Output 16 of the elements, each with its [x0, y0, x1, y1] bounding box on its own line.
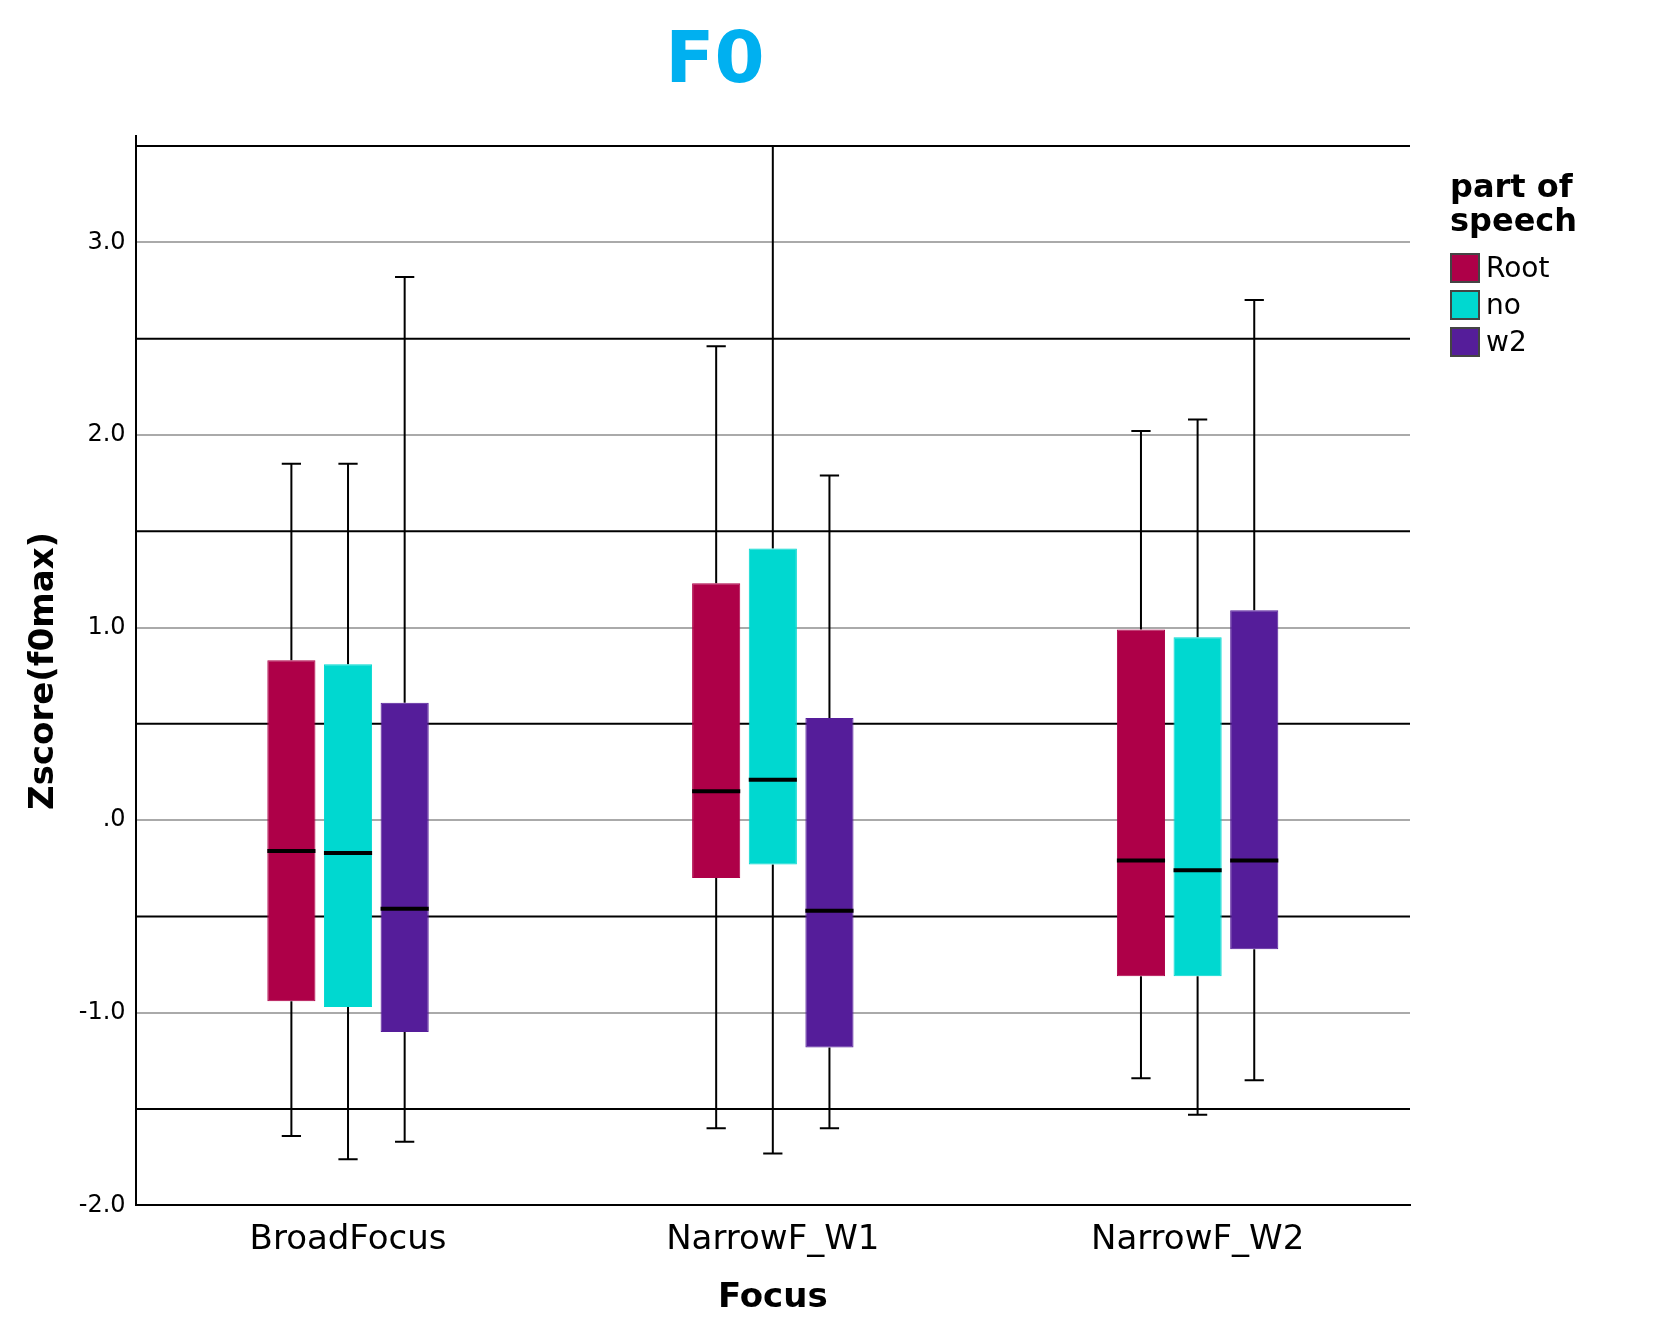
- x-tick-label: NarrowF_W1: [666, 1216, 880, 1257]
- y-tick-label: .0: [102, 804, 126, 833]
- x-tick-label: BroadFocus: [249, 1216, 447, 1257]
- y-tick-label: 3.0: [87, 226, 126, 255]
- y-tick-label: -2.0: [78, 1189, 126, 1218]
- x-axis-title: Focus: [717, 1275, 828, 1316]
- y-tick-label: 1.0: [87, 611, 126, 640]
- chart-title: F0: [665, 14, 765, 99]
- x-tick-label: NarrowF_W2: [1090, 1216, 1305, 1257]
- y-tick-label: 2.0: [87, 419, 126, 448]
- legend-label: w2: [1486, 325, 1527, 359]
- y-axis-title: Zscore(f0max): [21, 531, 62, 810]
- y-tick-label: -1.0: [78, 997, 126, 1026]
- legend-title: part of speech: [1450, 167, 1579, 239]
- legend-label: Root: [1486, 251, 1550, 285]
- legend-label: no: [1486, 288, 1521, 322]
